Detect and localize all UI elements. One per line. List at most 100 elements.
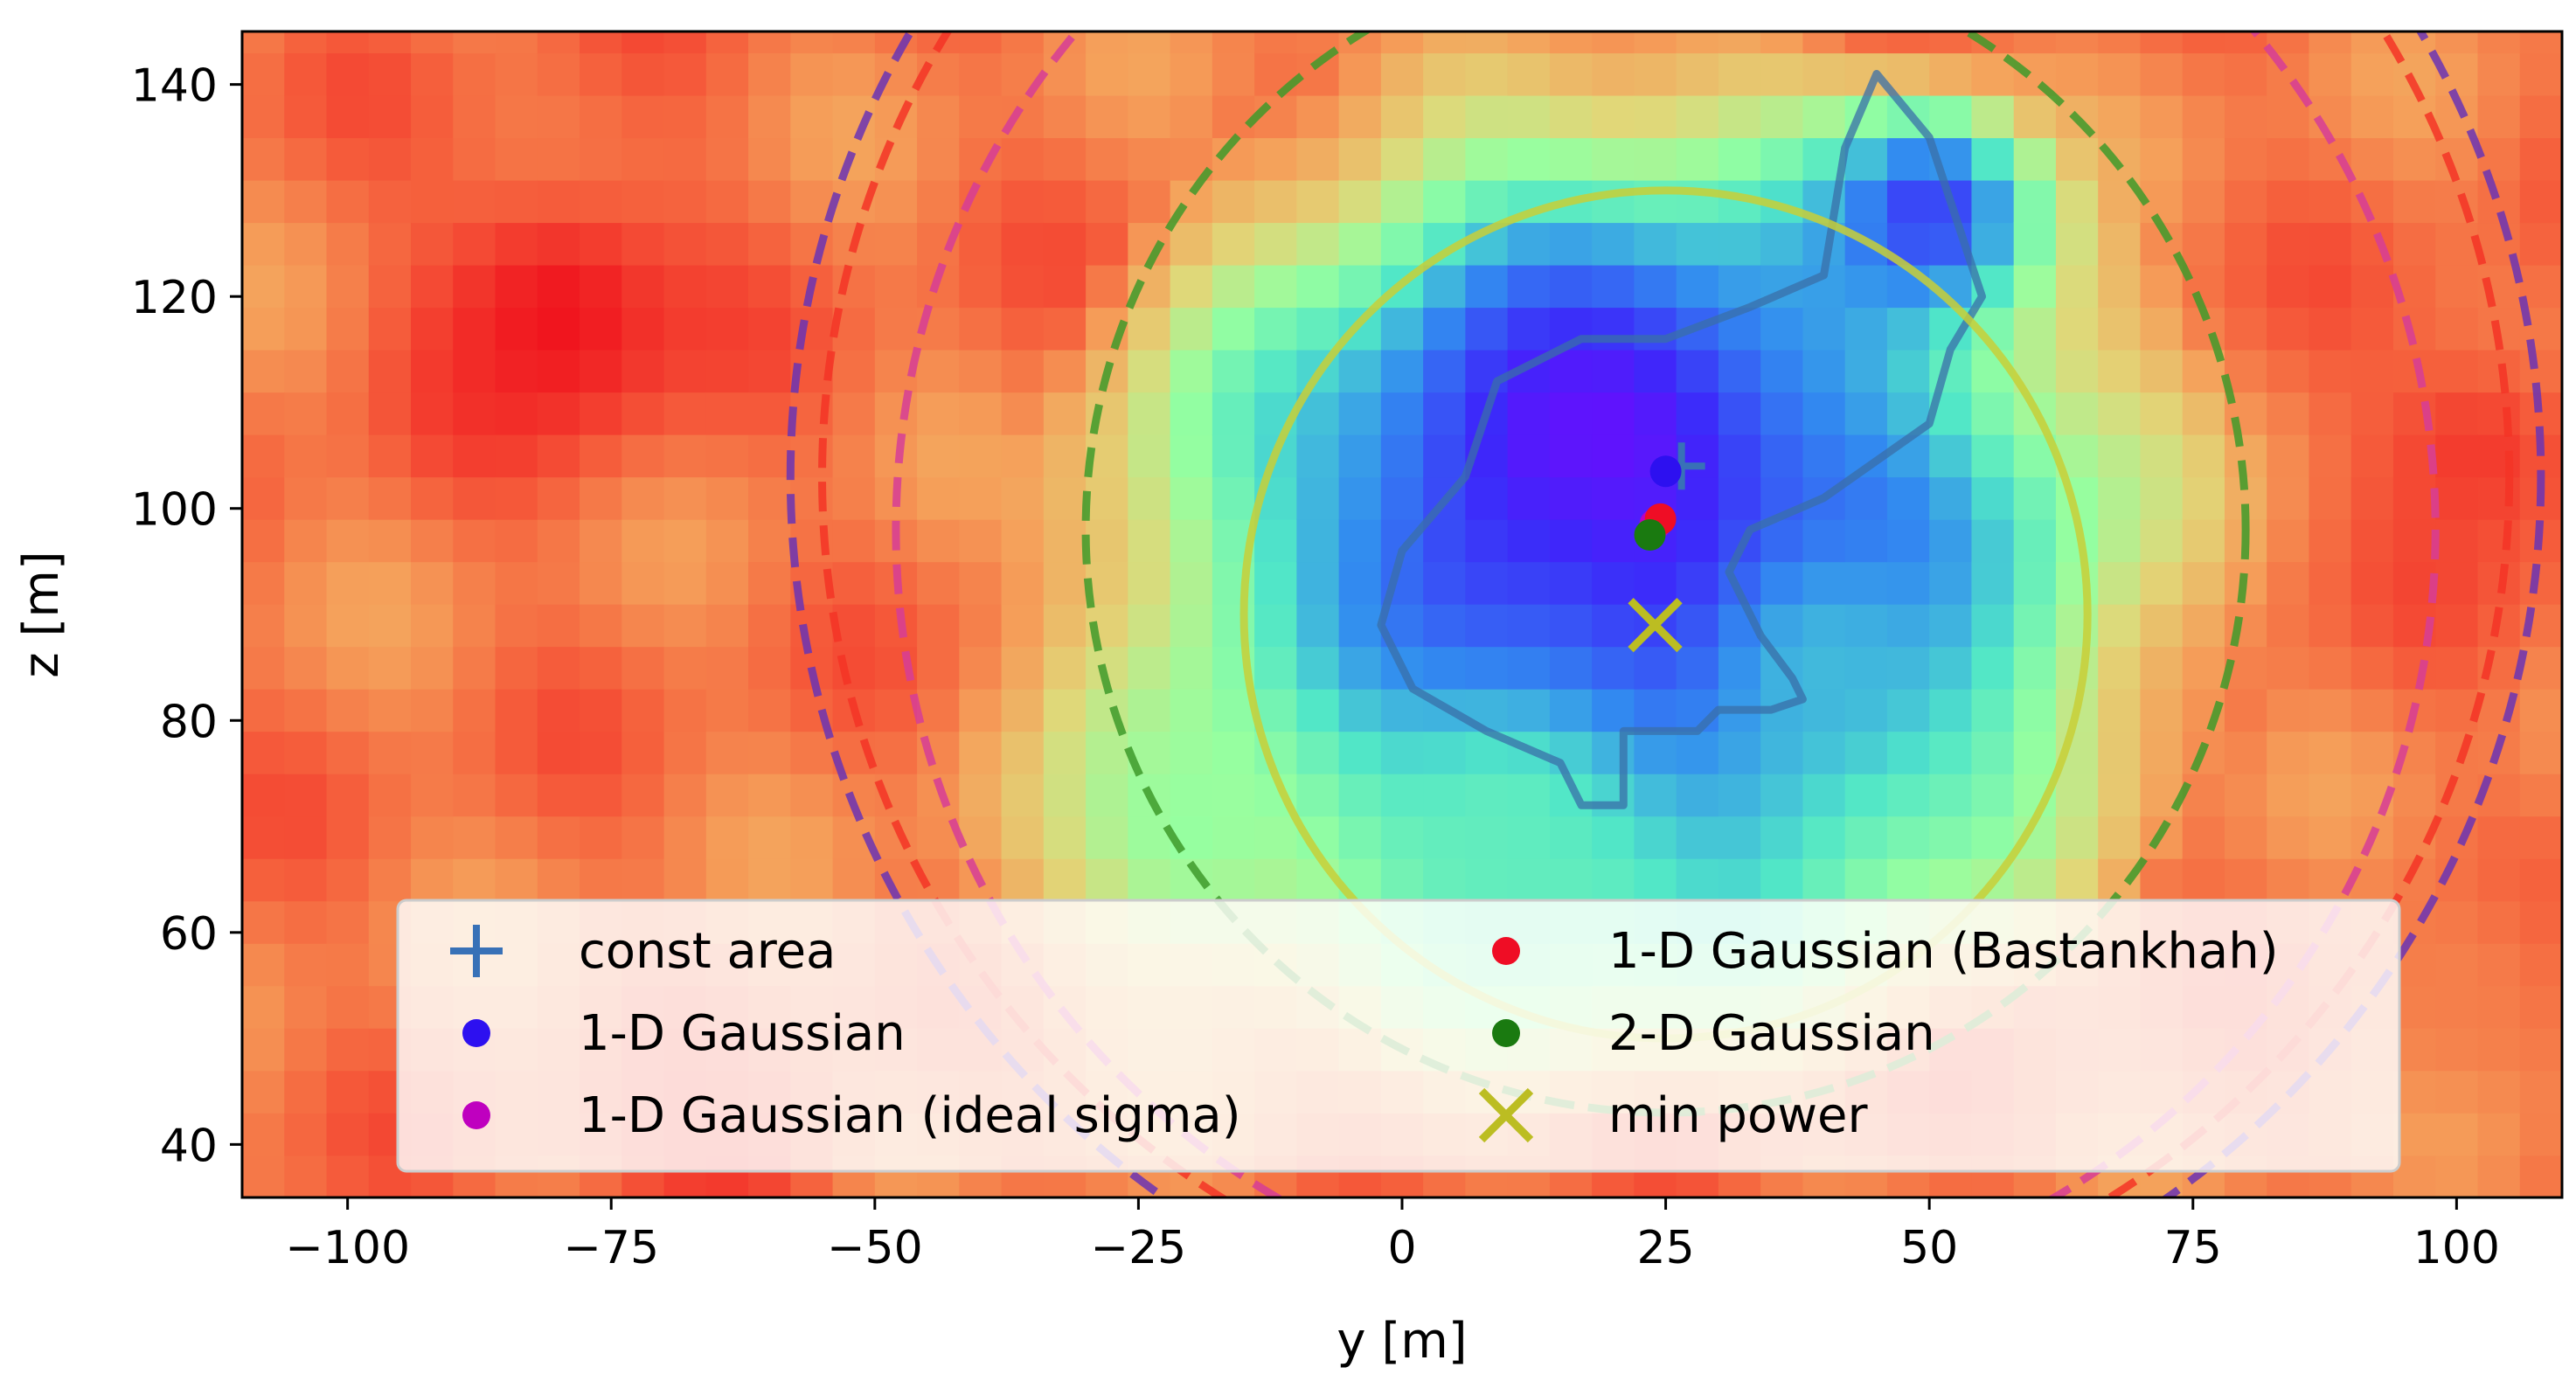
heatmap-cell	[663, 688, 707, 732]
heatmap-cell	[2013, 518, 2057, 563]
legend-2-d-gaussian-label: 2-D Gaussian	[1608, 1005, 1935, 1062]
heatmap-cell	[2140, 264, 2184, 309]
heatmap-cell	[2055, 603, 2099, 648]
heatmap-cell	[1465, 518, 1509, 563]
heatmap-cell	[1676, 731, 1719, 774]
heatmap-cell	[1634, 773, 1677, 817]
heatmap-cell	[2435, 942, 2479, 987]
heatmap-cell	[411, 307, 455, 350]
heatmap-cell	[1212, 222, 1255, 266]
heatmap-cell	[1507, 94, 1551, 139]
heatmap-cell	[1128, 688, 1171, 732]
heatmap-cell	[453, 434, 496, 478]
heatmap-cell	[1929, 731, 1973, 774]
heatmap-cell	[326, 307, 370, 350]
heatmap-cell	[2182, 815, 2225, 859]
heatmap-cell	[2519, 31, 2562, 54]
heatmap-cell	[2055, 264, 2099, 309]
heatmap-cell	[1380, 857, 1424, 902]
heatmap-cell	[242, 815, 286, 859]
heatmap-cell	[959, 476, 1003, 520]
heatmap-cell	[2224, 179, 2268, 224]
heatmap-cell	[1043, 773, 1087, 817]
heatmap-cell	[2098, 603, 2142, 648]
heatmap-cell	[1043, 731, 1087, 774]
heatmap-cell	[1170, 731, 1213, 774]
heatmap-cell	[1971, 434, 2015, 478]
heatmap-cell	[495, 688, 538, 732]
heatmap-cell	[284, 31, 328, 54]
heatmap-cell	[1338, 603, 1382, 648]
heatmap-cell	[1507, 434, 1551, 478]
heatmap-cell	[1338, 518, 1382, 563]
heatmap-cell	[1592, 518, 1635, 563]
heatmap-cell	[284, 518, 328, 563]
heatmap-cell	[2309, 603, 2352, 648]
heatmap-cell	[1254, 815, 1298, 859]
heatmap-cell	[1380, 222, 1424, 266]
heatmap-cell	[1929, 52, 1973, 96]
heatmap-cell	[326, 476, 370, 520]
heatmap-cell	[2435, 434, 2479, 478]
heatmap-cell	[1718, 857, 1761, 902]
heatmap-cell	[368, 857, 412, 902]
heatmap-cell	[1971, 518, 2015, 563]
heatmap-cell	[1128, 137, 1171, 181]
heatmap-cell	[663, 264, 707, 309]
heatmap-cell	[1549, 815, 1593, 859]
heatmap-cell	[1718, 476, 1761, 520]
heatmap-cell	[1296, 476, 1340, 520]
heatmap-cell	[1043, 307, 1087, 350]
heatmap-cell	[1971, 179, 2015, 224]
heatmap-cell	[1254, 264, 1298, 309]
heatmap-cell	[790, 857, 834, 902]
heatmap-cell	[2519, 1155, 2562, 1197]
heatmap-cell	[705, 94, 749, 139]
heatmap-cell	[748, 688, 792, 732]
heatmap-cell	[1760, 392, 1804, 435]
heatmap-cell	[1592, 52, 1635, 96]
heatmap-cell	[2098, 561, 2142, 605]
heatmap-cell	[1296, 688, 1340, 732]
heatmap-cell	[1886, 31, 1930, 54]
heatmap-cell	[1971, 688, 2015, 732]
heatmap-cell	[2224, 94, 2268, 139]
heatmap-cell	[1338, 94, 1382, 139]
heatmap-cell	[1549, 94, 1593, 139]
heatmap-cell	[368, 392, 412, 435]
heatmap-cell	[2224, 731, 2268, 774]
heatmap-cell	[326, 985, 370, 1029]
heatmap-cell	[1086, 518, 1129, 563]
heatmap-cell	[2519, 179, 2562, 224]
heatmap-cell	[1802, 603, 1846, 648]
heatmap-cell	[1676, 561, 1719, 605]
heatmap-cell	[1507, 392, 1551, 435]
heatmap-cell	[537, 688, 580, 732]
heatmap-cell	[2309, 857, 2352, 902]
heatmap-cell	[2055, 31, 2099, 54]
heatmap-cell	[705, 307, 749, 350]
heatmap-cell	[2392, 349, 2437, 393]
heatmap-cell	[453, 815, 496, 859]
heatmap-cell	[453, 392, 496, 435]
heatmap-cell	[1929, 94, 1973, 139]
heatmap-cell	[1676, 137, 1719, 181]
heatmap-cell	[368, 773, 412, 817]
heatmap-cell	[705, 646, 749, 690]
heatmap-cell	[1676, 349, 1719, 393]
heatmap-cell	[1844, 137, 1888, 181]
heatmap-cell	[2140, 349, 2184, 393]
heatmap-cell	[284, 773, 328, 817]
heatmap-cell	[959, 773, 1003, 817]
heatmap-cell	[2519, 1070, 2562, 1114]
heatmap-cell	[748, 179, 792, 224]
heatmap-cell	[621, 476, 665, 520]
heatmap-cell	[1592, 434, 1635, 478]
heatmap-cell	[1086, 137, 1129, 181]
heatmap-cell	[2477, 900, 2521, 944]
heatmap-cell	[2013, 307, 2057, 350]
heatmap-cell	[1128, 307, 1171, 350]
heatmap-cell	[959, 815, 1003, 859]
heatmap-cell	[1465, 815, 1509, 859]
heatmap-cell	[1549, 31, 1593, 54]
